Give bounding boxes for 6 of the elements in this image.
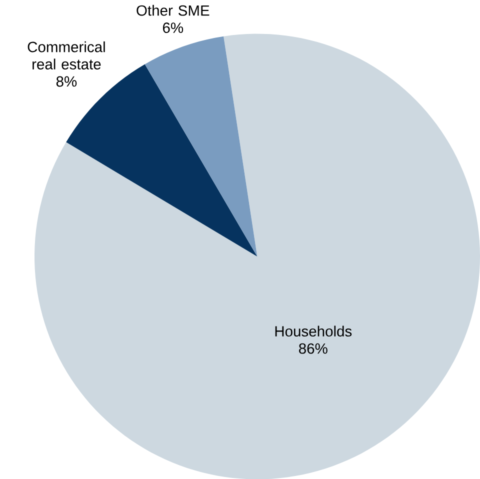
slice-label: Other SME (136, 4, 210, 16)
slice-label: Households (275, 326, 352, 336)
data-label: 86% (299, 343, 328, 354)
slice-label: Commerical real estate (28, 41, 105, 70)
data-label: 6% (163, 22, 184, 33)
data-label: 8% (56, 76, 77, 87)
